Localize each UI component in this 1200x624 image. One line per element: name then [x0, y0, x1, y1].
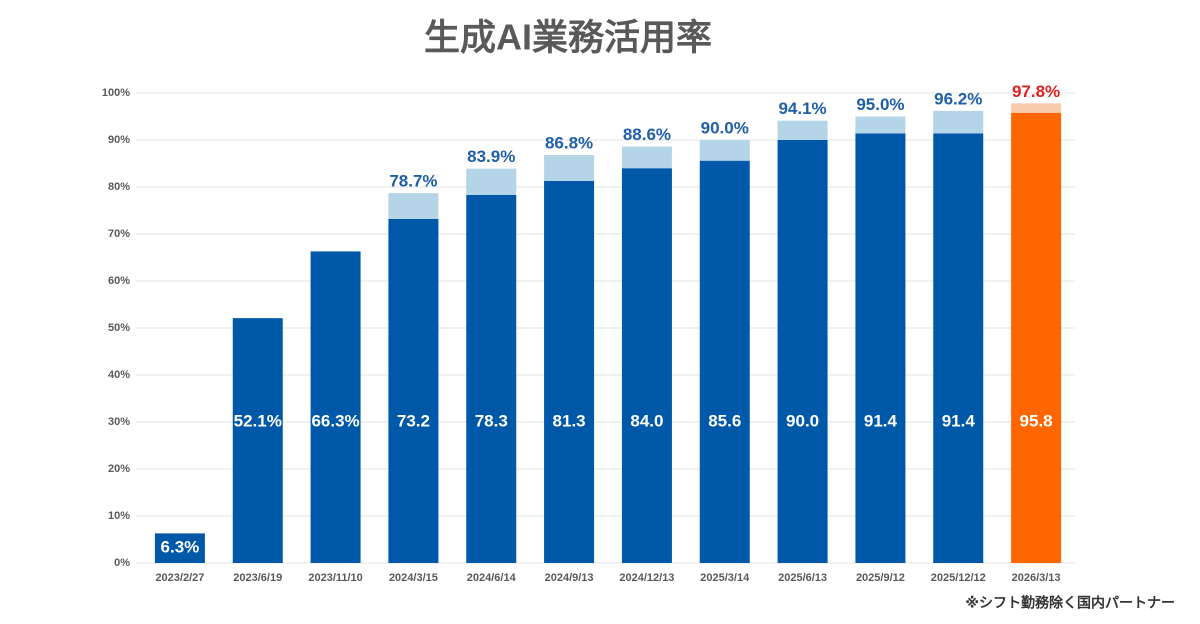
y-tick-label: 10%	[108, 510, 130, 522]
x-tick-label: 2024/12/13	[619, 572, 674, 584]
x-tick-label: 2025/6/13	[778, 572, 827, 584]
total-label: 90.0%	[701, 118, 749, 137]
x-tick-label: 2025/9/12	[856, 572, 905, 584]
y-tick-label: 50%	[108, 322, 130, 334]
x-tick-label: 2023/2/27	[155, 572, 204, 584]
bar-segment	[933, 133, 984, 564]
total-label: 78.7%	[389, 172, 437, 191]
bar-segment	[154, 533, 205, 563]
bar-label: 90.0	[786, 411, 819, 430]
bar-label: 91.4	[864, 411, 898, 430]
y-tick-label: 100%	[102, 87, 130, 99]
bar-segment	[699, 140, 750, 161]
total-label: 96.2%	[934, 89, 982, 108]
bar-label: 78.3	[475, 411, 508, 430]
bar-segment	[855, 116, 906, 134]
total-label: 97.8%	[1012, 82, 1060, 101]
bar-label: 95.8	[1020, 411, 1053, 430]
x-tick-label: 2023/11/10	[308, 572, 362, 584]
bar-segment	[310, 251, 361, 563]
y-tick-label: 20%	[108, 463, 130, 475]
total-label: 95.0%	[856, 95, 904, 114]
bar-segment	[544, 155, 595, 181]
bar-segment	[621, 168, 672, 563]
bar-segment	[388, 193, 439, 219]
y-tick-label: 0%	[114, 557, 130, 569]
bar-segment	[1011, 112, 1062, 564]
bar-label: 84.0	[630, 411, 663, 430]
y-tick-label: 60%	[108, 275, 130, 287]
bar-segment	[777, 140, 828, 563]
bar-segment	[933, 110, 984, 134]
x-tick-label: 2024/6/14	[467, 572, 517, 584]
bar-segment	[699, 160, 750, 563]
bar-segment	[777, 120, 828, 140]
bar-label: 6.3%	[161, 538, 200, 557]
y-tick-label: 80%	[108, 181, 130, 193]
total-label: 83.9%	[467, 147, 515, 166]
total-label: 94.1%	[778, 99, 826, 118]
bar-segment	[232, 318, 283, 563]
chart-title: 生成AI業務活用率	[424, 17, 712, 58]
y-tick-label: 40%	[108, 369, 130, 381]
bar-segment	[855, 133, 906, 564]
total-label: 88.6%	[623, 125, 671, 144]
x-tick-label: 2023/6/19	[233, 572, 282, 584]
bar-label: 73.2	[397, 411, 430, 430]
bar-label: 52.1%	[234, 411, 282, 430]
bar-label: 91.4	[942, 411, 976, 430]
bar-label: 85.6	[708, 411, 741, 430]
x-tick-label: 2026/3/13	[1012, 572, 1061, 584]
bar-label: 66.3%	[311, 411, 359, 430]
bar-segment	[544, 180, 595, 563]
x-tick-label: 2024/3/15	[389, 572, 438, 584]
y-tick-label: 30%	[108, 416, 130, 428]
total-label: 86.8%	[545, 134, 593, 153]
bar-segment	[466, 194, 517, 564]
bar-label: 81.3	[553, 411, 586, 430]
y-tick-label: 90%	[108, 134, 130, 146]
bar-segment	[466, 168, 517, 195]
bar-segment	[1011, 103, 1062, 113]
x-tick-label: 2025/12/12	[931, 572, 986, 584]
bar-segment	[621, 146, 672, 169]
x-tick-label: 2025/3/14	[700, 572, 750, 584]
y-tick-label: 70%	[108, 228, 130, 240]
bar-segment	[388, 218, 439, 563]
footnote: ※シフト勤務除く国内パートナー	[965, 595, 1175, 611]
x-tick-label: 2024/9/13	[545, 572, 594, 584]
